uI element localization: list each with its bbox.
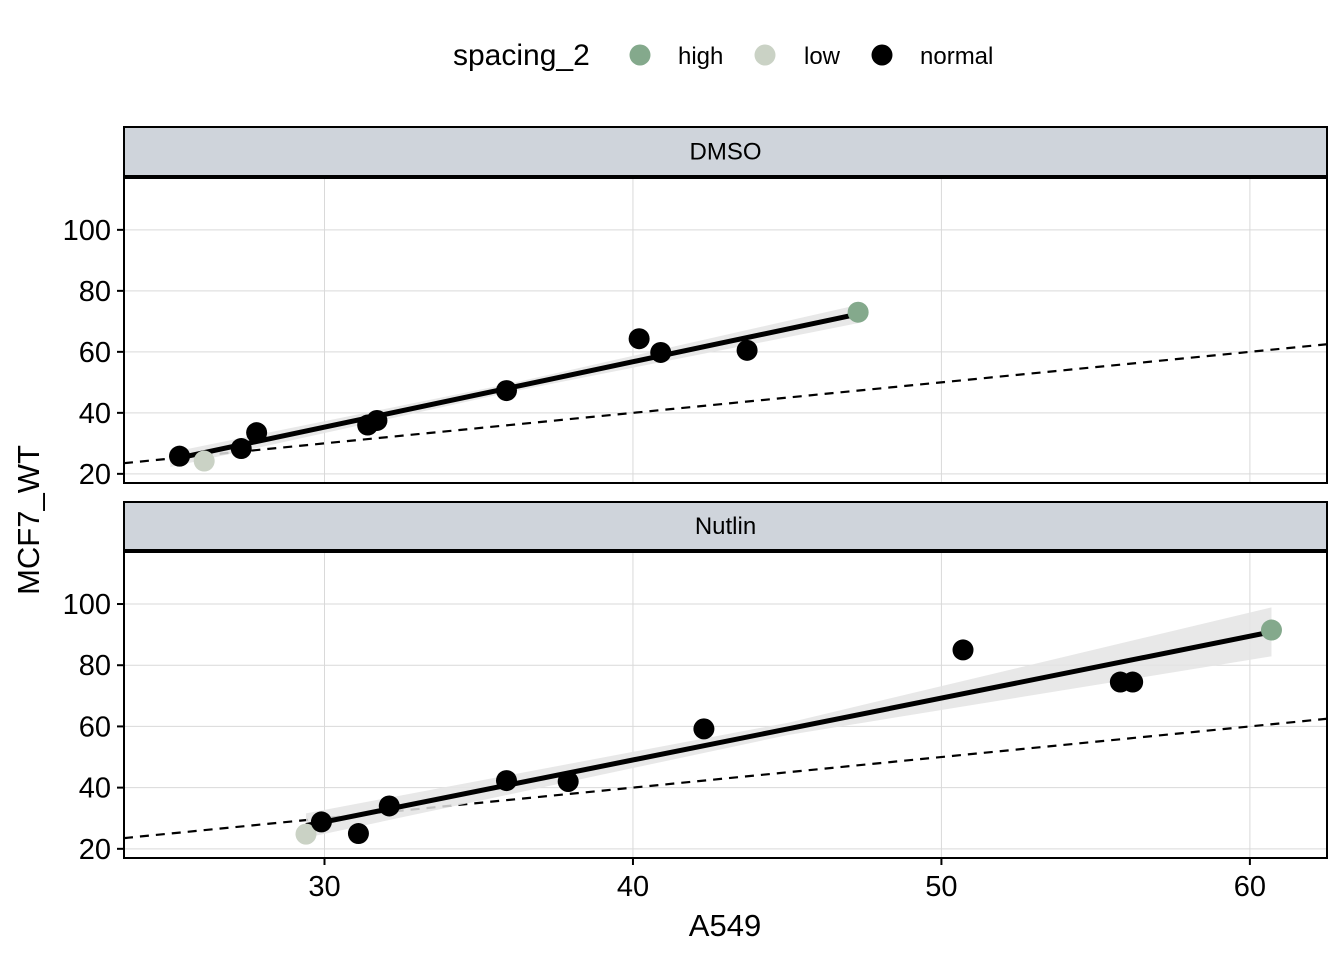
y-tick-label: 40	[79, 398, 111, 430]
data-point-normal	[495, 770, 517, 792]
panels: DMSO 20 40 60 80 100 Nutlin 20 40 60 80 100 30 40 50 60	[63, 126, 1328, 903]
data-point-normal	[230, 438, 252, 460]
data-point-high	[847, 301, 869, 323]
legend-label-low: low	[804, 43, 841, 70]
y-axis-title: MCF7_WT	[11, 445, 46, 595]
y-tick-label: 100	[63, 215, 111, 247]
legend: spacing_2 high low normal	[453, 39, 993, 72]
panel-border	[123, 177, 1328, 484]
x-tick-label: 60	[1234, 871, 1266, 903]
data-point-normal	[952, 639, 974, 661]
data-point-normal	[169, 445, 191, 467]
data-point-normal	[378, 795, 400, 817]
data-point-normal	[1122, 671, 1144, 693]
regression-line	[305, 629, 1272, 829]
y-tick-label: 20	[79, 834, 111, 866]
panel-border	[123, 551, 1328, 859]
data-point-normal	[650, 341, 672, 363]
y-tick-label: 100	[63, 589, 111, 621]
data-point-normal	[628, 328, 650, 350]
strip-label: DMSO	[690, 139, 762, 166]
legend-key-normal	[871, 44, 893, 66]
plot-area	[124, 178, 1327, 483]
data-point-high	[1260, 619, 1282, 641]
strip-background	[123, 126, 1328, 177]
y-tick-label: 80	[79, 650, 111, 682]
reference-line	[124, 343, 1327, 465]
x-axis-title: A549	[689, 908, 761, 943]
y-tick-label: 20	[79, 459, 111, 491]
data-point-normal	[495, 380, 517, 402]
panel-dmso: DMSO 20 40 60 80 100	[63, 126, 1328, 491]
confidence-band	[305, 607, 1272, 838]
x-tick-label: 40	[617, 871, 649, 903]
plot-area	[124, 552, 1327, 858]
data-point-normal	[347, 823, 369, 845]
strip-label: Nutlin	[695, 513, 756, 540]
y-tick-label: 80	[79, 276, 111, 308]
data-point-normal	[693, 718, 715, 740]
legend-title: spacing_2	[453, 39, 590, 72]
data-point-normal	[246, 422, 268, 444]
data-point-normal	[310, 811, 332, 833]
y-tick-label: 40	[79, 773, 111, 805]
x-tick-label: 50	[925, 871, 957, 903]
data-point-normal	[736, 339, 758, 361]
legend-label-normal: normal	[920, 43, 993, 70]
x-tick-label: 30	[308, 871, 340, 903]
legend-label-high: high	[678, 43, 723, 70]
data-point-normal	[366, 409, 388, 431]
strip-background	[123, 501, 1328, 551]
panel-nutlin: Nutlin 20 40 60 80 100 30 40 50 60	[63, 501, 1328, 903]
legend-key-high	[629, 44, 651, 66]
data-point-normal	[557, 771, 579, 792]
y-tick-label: 60	[79, 337, 111, 369]
legend-key-low	[754, 44, 776, 66]
data-point-low	[295, 823, 317, 845]
y-tick-label: 60	[79, 711, 111, 743]
data-point-low	[193, 450, 215, 472]
